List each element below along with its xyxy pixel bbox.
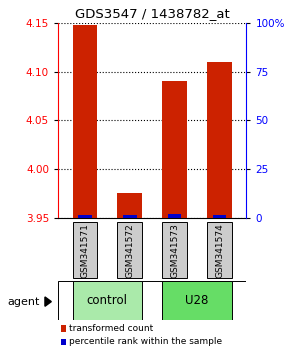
FancyBboxPatch shape: [162, 281, 232, 320]
Polygon shape: [45, 297, 51, 306]
FancyBboxPatch shape: [72, 281, 142, 320]
Bar: [117, 193, 142, 218]
Bar: [72, 25, 97, 218]
Text: control: control: [87, 294, 128, 307]
Text: GSM341571: GSM341571: [80, 223, 89, 278]
FancyBboxPatch shape: [117, 222, 142, 279]
Bar: [61, 325, 66, 332]
Text: transformed count: transformed count: [69, 324, 153, 333]
Bar: [78, 215, 92, 218]
Title: GDS3547 / 1438782_at: GDS3547 / 1438782_at: [75, 7, 230, 21]
Text: percentile rank within the sample: percentile rank within the sample: [69, 337, 222, 347]
Text: GSM341573: GSM341573: [170, 223, 179, 278]
Bar: [207, 62, 232, 218]
Text: GSM341574: GSM341574: [215, 223, 224, 278]
Text: GSM341572: GSM341572: [125, 223, 134, 278]
Bar: [168, 214, 182, 218]
Bar: [213, 215, 226, 218]
FancyBboxPatch shape: [207, 222, 232, 279]
Bar: [61, 339, 66, 345]
FancyBboxPatch shape: [72, 222, 97, 279]
FancyBboxPatch shape: [162, 222, 187, 279]
Bar: [162, 81, 187, 218]
Text: agent: agent: [7, 297, 40, 307]
Bar: [123, 215, 137, 218]
Text: U28: U28: [185, 294, 209, 307]
